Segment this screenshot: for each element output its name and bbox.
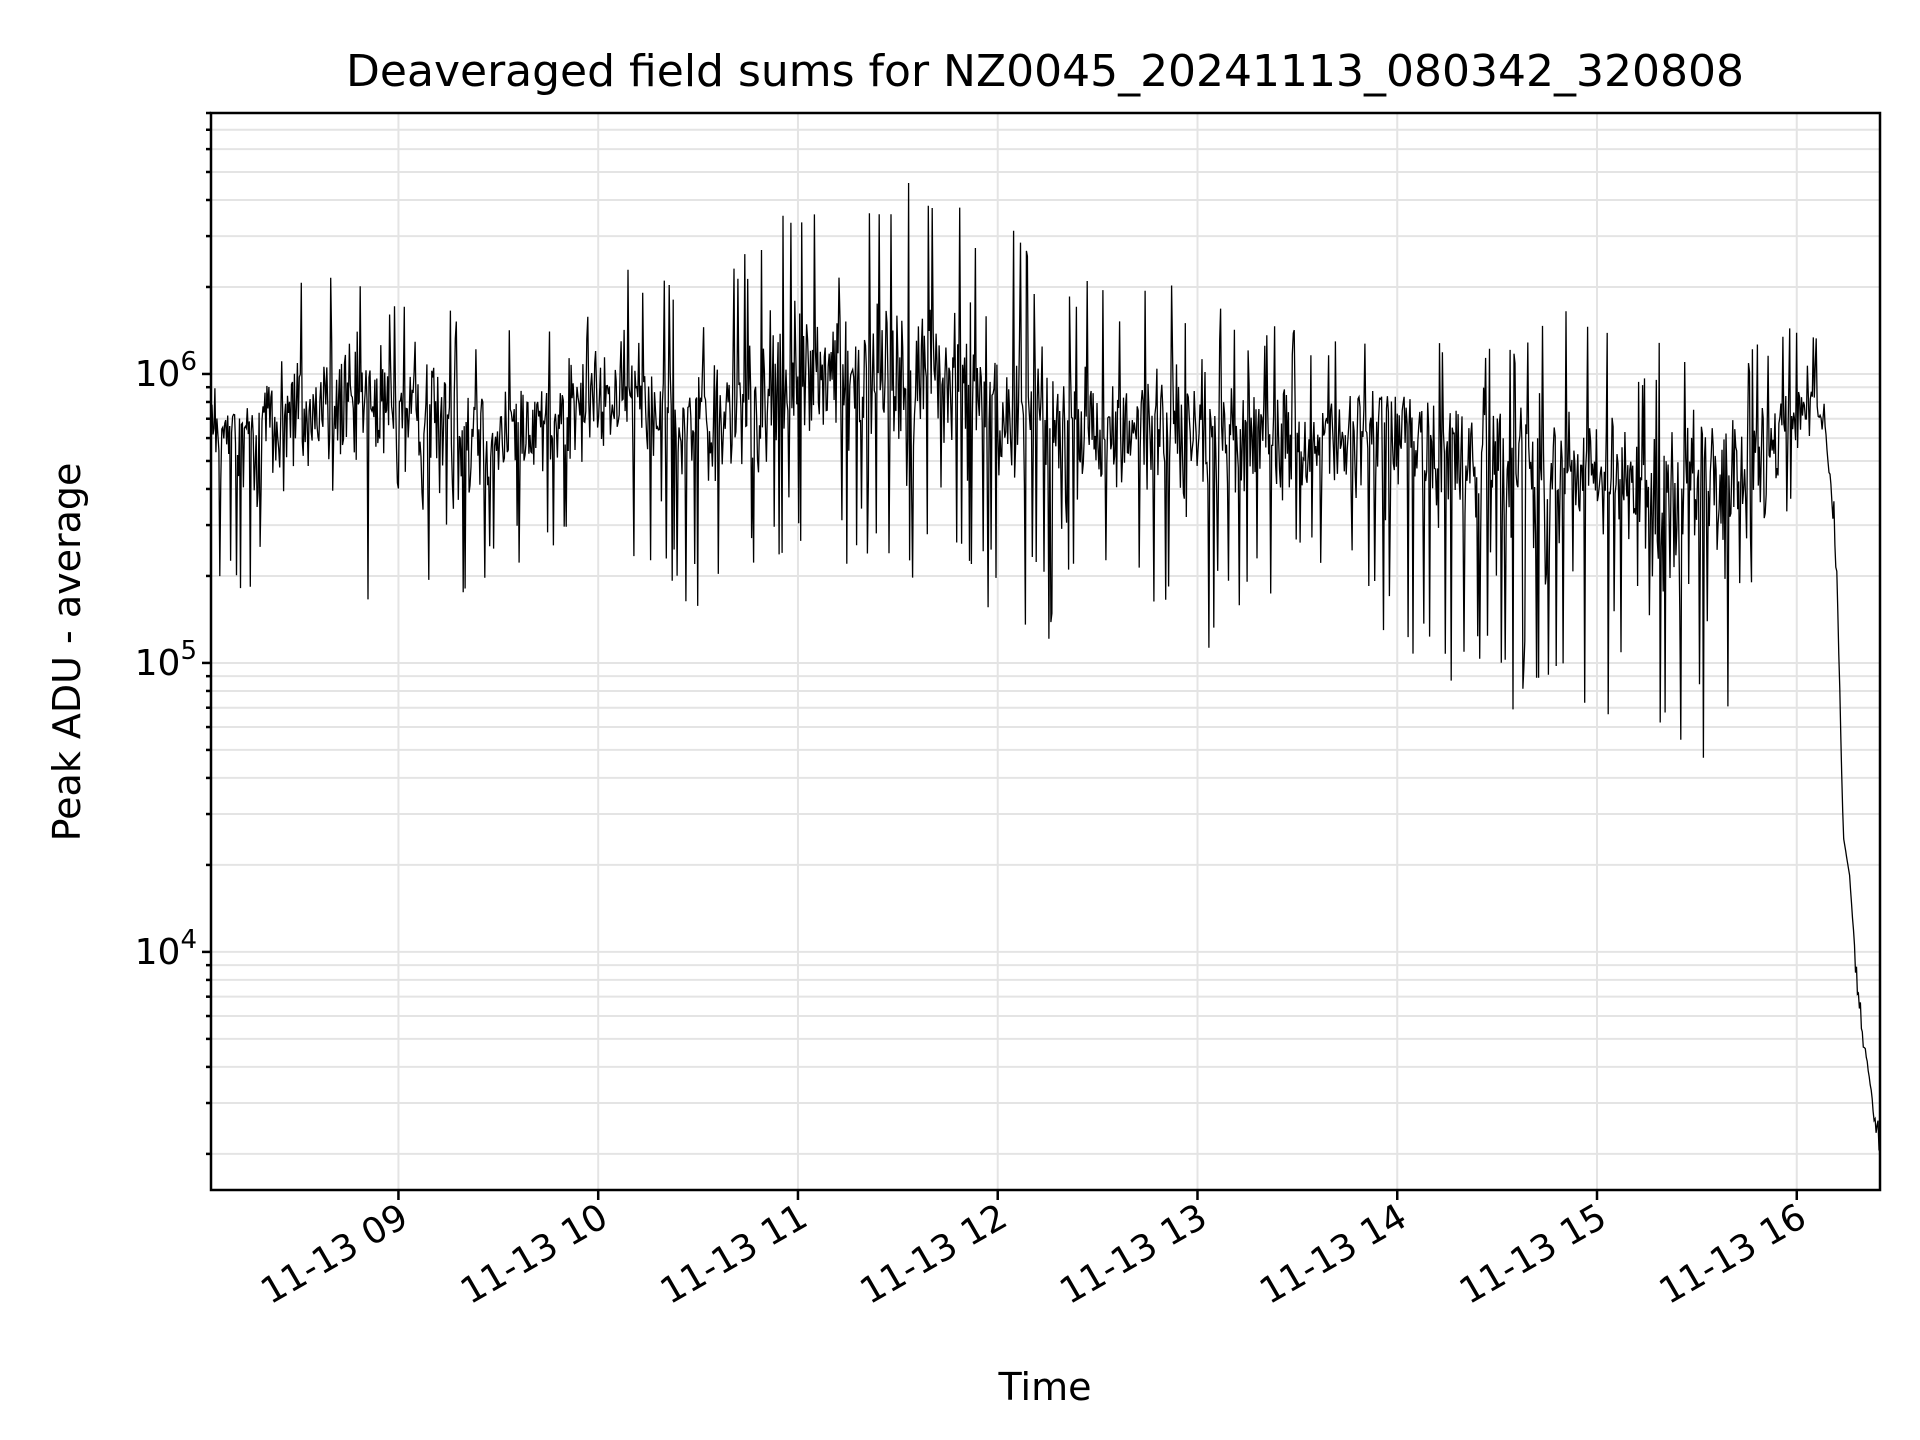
y-tick-label: 105 bbox=[135, 636, 197, 684]
series-line bbox=[211, 182, 1881, 1153]
x-tick-label: 11-13 11 bbox=[654, 1196, 815, 1312]
grid-lines bbox=[211, 112, 1880, 1190]
y-axis-label: Peak ADU - average bbox=[45, 463, 89, 842]
x-tick-label: 11-13 13 bbox=[1053, 1196, 1214, 1312]
x-tick-label: 11-13 15 bbox=[1453, 1196, 1614, 1312]
x-tick-label: 11-13 14 bbox=[1253, 1196, 1414, 1312]
axis-ticks: 11-13 09 11-13 10 11-13 11 11-13 12 11-13 13… bbox=[135, 111, 1814, 1313]
x-tick-label: 11-13 16 bbox=[1653, 1196, 1814, 1312]
chart-title: Deaveraged field sums for NZ0045_2024111… bbox=[346, 46, 1744, 97]
x-tick-label: 11-13 12 bbox=[854, 1196, 1015, 1312]
plot-frame bbox=[209, 111, 1882, 1192]
y-tick-label: 106 bbox=[135, 347, 197, 395]
x-axis-label: Time bbox=[998, 1365, 1092, 1409]
x-tick-label: 11-13 10 bbox=[454, 1196, 615, 1312]
x-tick-label: 11-13 09 bbox=[254, 1196, 415, 1312]
series-layer bbox=[211, 182, 1881, 1153]
y-tick-label: 104 bbox=[135, 925, 197, 973]
